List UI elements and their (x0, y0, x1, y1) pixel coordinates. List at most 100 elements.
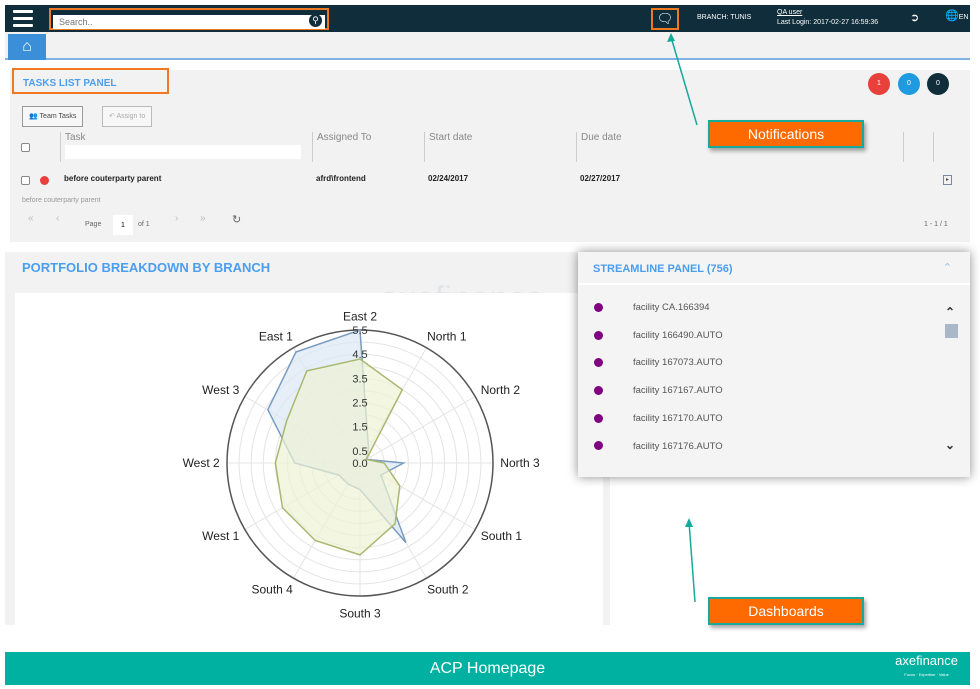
last-login: Last Login: 2017-02-27 16:59:36 (777, 19, 879, 26)
row-checkbox[interactable] (21, 176, 30, 185)
dashboards-callout: Dashboards (708, 597, 864, 625)
status-badge-dark[interactable]: 0 (927, 73, 949, 95)
search-box: ⚲ (49, 8, 329, 30)
streamline-item[interactable]: facility 167170.AUTO (594, 413, 723, 424)
assign-icon: ↶ (109, 113, 115, 120)
first-page-button[interactable]: « (28, 213, 34, 224)
refresh-icon[interactable]: ↻ (232, 214, 242, 226)
dashboards-arrow (688, 521, 696, 603)
axefinance-logo: axefinance Focus · Expertise · Value (895, 653, 958, 678)
streamline-item-label: facility 167170.AUTO (633, 412, 723, 424)
column-divider (933, 132, 953, 162)
search-input[interactable] (53, 15, 325, 29)
axis-label: North 2 (481, 383, 521, 397)
team-tasks-label: Team Tasks (39, 113, 77, 120)
status-dot (594, 302, 603, 312)
pager-summary: 1 - 1 / 1 (924, 221, 948, 228)
globe-icon: 🌐 (945, 10, 959, 22)
status-badge-red[interactable]: 1 (868, 73, 890, 95)
user-info: QA user Last Login: 2017-02-27 16:59:36 (777, 8, 878, 28)
streamline-item[interactable]: facility CA.166394 (594, 302, 710, 313)
notifications-icon[interactable]: 🗨 (651, 8, 679, 30)
axis-label: West 3 (202, 383, 239, 397)
user-name[interactable]: QA user (777, 9, 803, 16)
axis-label: North 1 (427, 329, 467, 343)
assign-to-label: Assign to (116, 113, 146, 120)
page-number-input[interactable] (113, 215, 133, 235)
priority-dot (40, 176, 49, 185)
scroll-up-icon[interactable]: ⌃ (945, 305, 956, 319)
notifications-callout: Notifications (708, 120, 864, 148)
task-name[interactable]: before couterparty parent (64, 174, 162, 183)
column-header-task[interactable]: Task (60, 132, 310, 162)
scrollbar-thumb[interactable] (945, 324, 958, 338)
status-dot (594, 386, 603, 396)
menu-icon[interactable] (13, 10, 33, 27)
footer-banner: ACP Homepage axefinance Focus · Expertise… (5, 652, 970, 685)
streamline-item-label: facility 166490.AUTO (633, 329, 723, 341)
tick-label: 4.5 (352, 349, 367, 361)
axis-label: South 3 (339, 606, 381, 620)
search-icon[interactable]: ⚲ (309, 14, 322, 27)
language-label: EN (958, 14, 969, 21)
column-header-due-date[interactable]: Due date (576, 132, 896, 162)
task-subtext: before couterparty parent (22, 197, 101, 204)
last-page-button[interactable]: » (200, 213, 206, 224)
status-dot (594, 358, 603, 368)
status-dot (594, 413, 603, 423)
footer-title: ACP Homepage (429, 660, 546, 677)
arrow-head (667, 33, 675, 42)
scroll-down-icon[interactable]: ⌄ (945, 438, 956, 452)
tick-label: 0.0 (352, 458, 367, 470)
axis-label: North 3 (500, 456, 540, 470)
axis-label: East 1 (259, 329, 293, 343)
next-page-button[interactable]: › (175, 213, 179, 224)
status-badge-blue[interactable]: 0 (898, 73, 920, 95)
streamline-item-label: facility 167167.AUTO (633, 385, 723, 397)
axis-label: South 2 (427, 583, 469, 597)
logout-icon[interactable]: ➲ (910, 12, 920, 24)
column-header-start-date[interactable]: Start date (424, 132, 574, 162)
tasks-list-panel: TASKS LIST PANEL 1 0 0 👥 Team Tasks ↶ As… (10, 68, 970, 242)
page-count: of 1 (138, 221, 150, 228)
streamline-item[interactable]: facility 166490.AUTO (594, 330, 723, 341)
language-selector[interactable]: 🌐EN (945, 9, 968, 22)
open-task-icon[interactable]: ▸ (943, 175, 952, 185)
panel-title: PORTFOLIO BREAKDOWN BY BRANCH (22, 260, 271, 275)
home-icon: ⌂ (22, 38, 32, 55)
tick-label: 2.5 (352, 398, 367, 410)
streamline-item[interactable]: facility 167073.AUTO (594, 357, 723, 368)
series-1-area (274, 358, 404, 556)
task-filter-input[interactable] (65, 145, 301, 159)
home-tab[interactable]: ⌂ (8, 34, 46, 60)
streamline-item[interactable]: facility 167167.AUTO (594, 385, 723, 396)
axis-label: East 2 (343, 310, 377, 324)
status-dot (594, 441, 603, 451)
panel-title: STREAMLINE PANEL (756) (578, 252, 970, 285)
tick-label: 1.5 (352, 422, 367, 434)
task-assigned-to: afrd\frontend (316, 174, 366, 183)
task-due-date: 02/27/2017 (580, 174, 621, 183)
column-header-assigned-to[interactable]: Assigned To (312, 132, 422, 162)
arrow-head (685, 518, 693, 527)
assign-to-button[interactable]: ↶ Assign to (102, 106, 153, 127)
collapse-icon[interactable]: ⌃ (942, 262, 952, 274)
streamline-item-label: facility 167073.AUTO (633, 357, 723, 369)
select-all-checkbox[interactable] (21, 143, 30, 152)
streamline-item[interactable]: facility 167176.AUTO (594, 441, 723, 452)
axis-label: West 1 (202, 529, 239, 543)
streamline-item-label: facility CA.166394 (633, 302, 710, 313)
tick-label: 3.5 (352, 373, 367, 385)
streamline-item-label: facility 167176.AUTO (633, 440, 723, 452)
team-icon: 👥 (29, 113, 38, 120)
panel-title: TASKS LIST PANEL (12, 68, 169, 94)
status-dot (594, 330, 603, 340)
branch-label: BRANCH: TUNIS (697, 14, 752, 21)
notifications-arrow (670, 36, 698, 126)
prev-page-button[interactable]: ‹ (56, 213, 60, 224)
team-tasks-button[interactable]: 👥 Team Tasks (22, 106, 84, 127)
axis-label: South 1 (481, 529, 523, 543)
streamline-panel: STREAMLINE PANEL (756) ⌃ facility CA.166… (578, 252, 970, 477)
